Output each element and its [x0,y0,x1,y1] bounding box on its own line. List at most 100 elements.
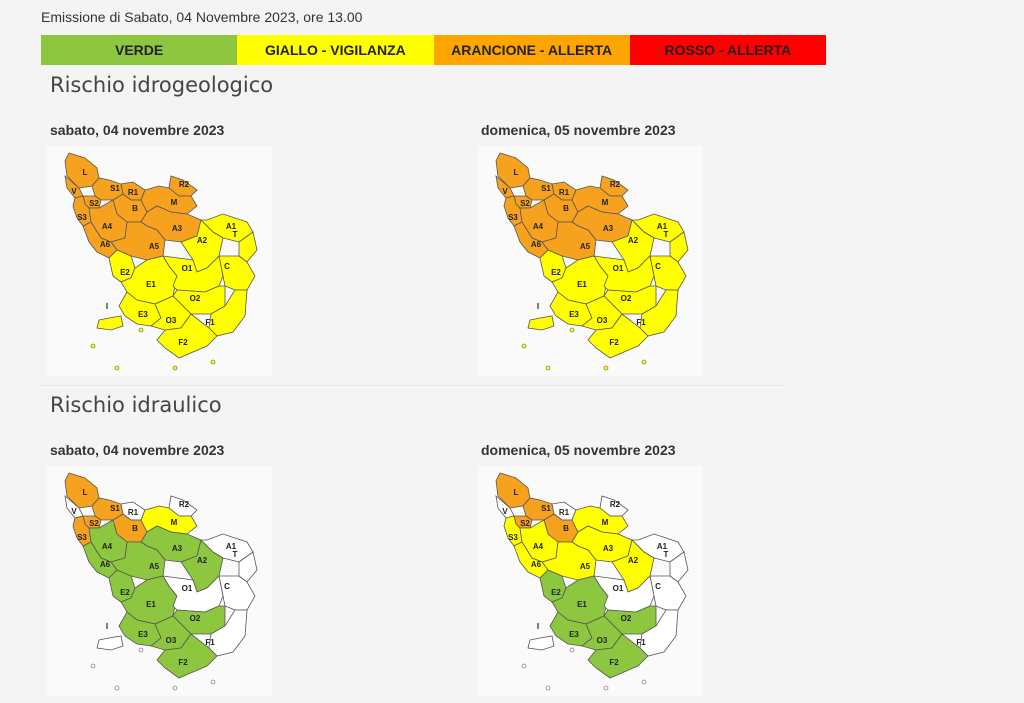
zone-label: A5 [149,242,160,251]
zone-t[interactable] [669,551,689,583]
zone-label: F2 [609,658,619,667]
zone-label: S2 [89,519,99,528]
zone-o2[interactable] [172,285,226,315]
zone-label: C [224,262,230,271]
zone-label: S3 [508,213,518,222]
map-card: L V S1 S2 S3 R1 R2 B M A4 A3 A5 A6 A1 A2 T C E2 E1 O1 O2 E3 O3… [478,146,703,376]
zone-label: C [224,582,230,591]
zone-label: V [502,187,508,196]
zone-label: R1 [128,188,139,197]
zone-f2[interactable] [156,313,218,359]
legend-verde: VERDE [41,35,238,65]
zone-label: O3 [166,636,177,645]
islet [114,685,120,691]
zone-label: A3 [603,544,614,553]
zone-label: I [106,302,108,311]
islet [521,343,527,349]
zone-label: E1 [577,600,587,609]
zone-label: O1 [182,584,193,593]
zone-label: A1 [226,542,237,551]
zone-label: F1 [636,638,646,647]
zone-f2[interactable] [156,633,218,679]
islet [569,647,575,653]
zone-label: A5 [580,562,591,571]
zone-o2[interactable] [603,285,657,315]
zone-label: A6 [100,240,111,249]
zone-label: C [655,262,661,271]
zone-label: A5 [580,242,591,251]
zone-label: V [502,507,508,516]
zone-label: I [537,302,539,311]
islet [210,679,216,685]
zone-label: R2 [179,180,190,189]
zone-i[interactable] [527,635,555,651]
legend-arancione: ARANCIONE - ALLERTA [433,35,630,65]
zone-f2[interactable] [587,633,649,679]
zone-label: T [664,230,669,239]
islet [545,365,551,371]
zone-label: A3 [172,544,183,553]
zone-t[interactable] [238,231,258,263]
zone-label: C [655,582,661,591]
zone-label: S2 [89,199,99,208]
zone-label: A4 [102,222,113,231]
date-label: domenica, 05 novembre 2023 [481,122,676,138]
islet [521,663,527,669]
zone-f2[interactable] [587,313,649,359]
zone-label: O2 [190,294,201,303]
zone-i[interactable] [96,635,124,651]
zone-label: A4 [102,542,113,551]
islet [138,647,144,653]
date-label: sabato, 04 novembre 2023 [50,122,225,138]
zone-label: A5 [149,562,160,571]
section-title-idrogeologico: Rischio idrogeologico [50,73,274,97]
zone-label: L [83,168,88,177]
zone-i[interactable] [96,315,124,331]
zone-o2[interactable] [172,605,226,635]
zone-label: R2 [610,180,621,189]
legend-giallo: GIALLO - VIGILANZA [237,35,434,65]
zone-label: E1 [577,280,587,289]
section-divider [41,385,786,386]
zone-label: A2 [628,556,639,565]
zone-label: M [602,518,609,527]
zone-label: A4 [533,542,544,551]
section-title-idraulico: Rischio idraulico [50,393,222,417]
islet [138,327,144,333]
islet [545,685,551,691]
zone-label: O2 [190,614,201,623]
zone-label: E3 [569,630,579,639]
map-card: L V S1 S2 S3 R1 R2 B M A4 A3 A5 A6 A1 A2 T C E2 E1 O1 O2 E3 O3… [47,146,272,376]
date-label: domenica, 05 novembre 2023 [481,442,676,458]
zone-label: A2 [197,236,208,245]
zone-label: O1 [613,584,624,593]
zone-o2[interactable] [603,605,657,635]
zone-label: S1 [110,504,120,513]
zone-label: A1 [657,542,668,551]
zone-label: L [83,488,88,497]
islet [641,679,647,685]
zone-label: F2 [609,338,619,347]
zone-label: F1 [205,638,215,647]
zone-label: A6 [531,560,542,569]
islet [172,365,178,371]
zone-label: O3 [166,316,177,325]
zone-label: R1 [559,508,570,517]
zone-label: E3 [138,630,148,639]
zone-label: O1 [613,264,624,273]
zone-label: T [664,550,669,559]
islet [90,343,96,349]
zone-label: A1 [657,222,668,231]
zone-i[interactable] [527,315,555,331]
zone-label: F2 [178,338,188,347]
zone-t[interactable] [238,551,258,583]
zone-label: B [563,524,569,533]
zone-label: E2 [551,588,561,597]
zone-t[interactable] [669,231,689,263]
zone-label: A6 [100,560,111,569]
zone-label: B [132,204,138,213]
